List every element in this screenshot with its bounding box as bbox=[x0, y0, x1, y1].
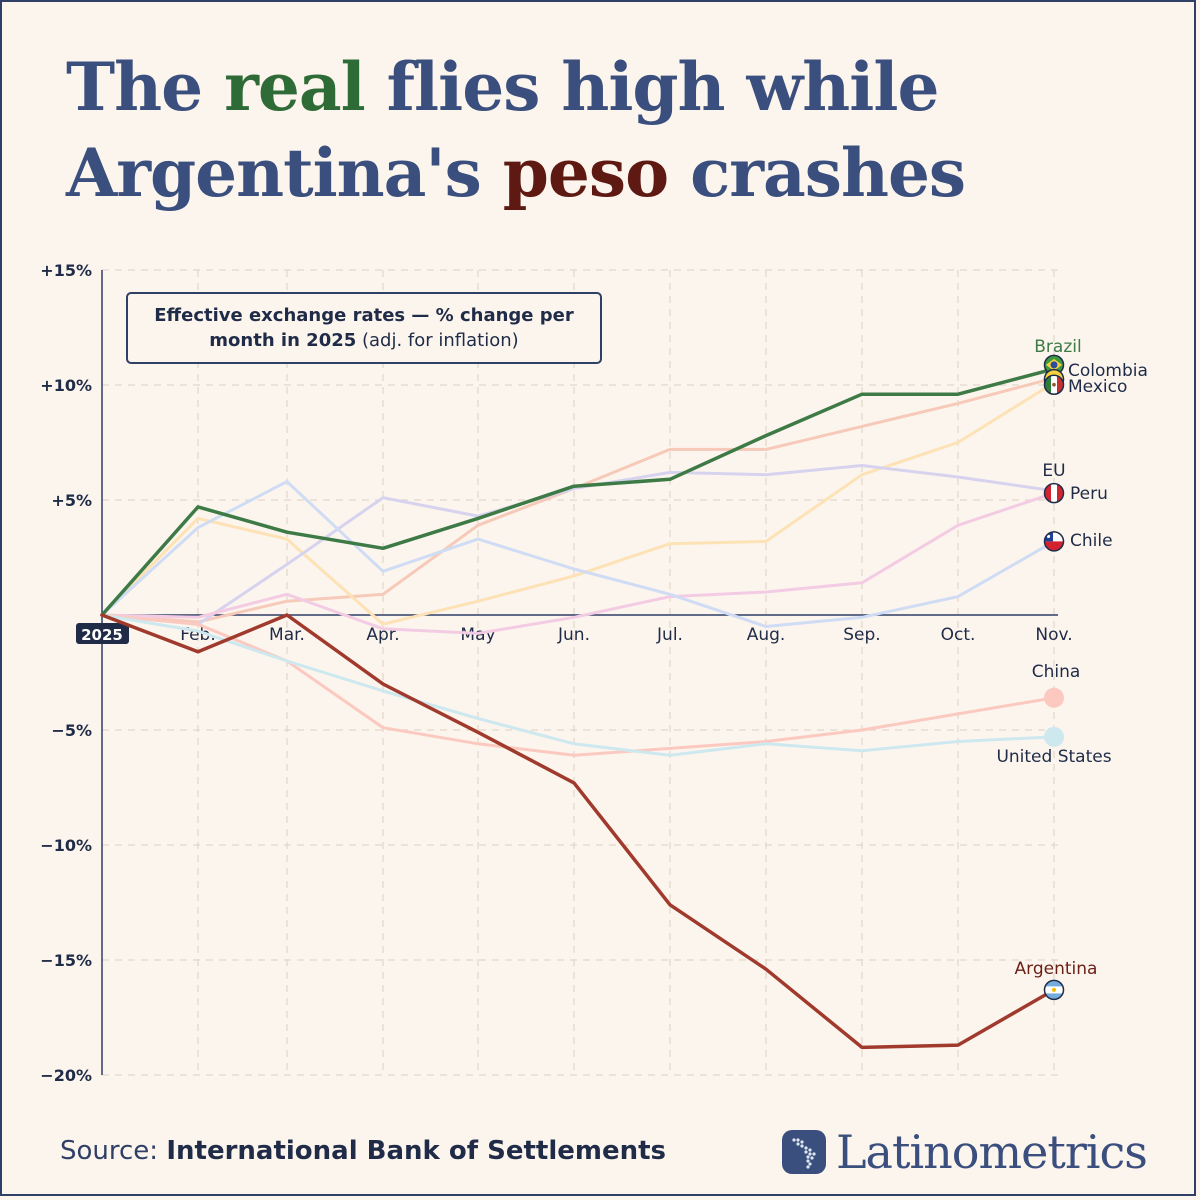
end-marker-united-states bbox=[1044, 726, 1064, 747]
series-line-peru bbox=[100, 491, 1056, 635]
legend-normal: (adj. for inflation) bbox=[356, 330, 519, 351]
x-tick-label: Oct. bbox=[941, 625, 976, 645]
title-part2: flies high while bbox=[364, 48, 940, 126]
series-line-argentina bbox=[100, 613, 1056, 1050]
x-tick-label: 2025 bbox=[81, 626, 123, 644]
marker-layer bbox=[1043, 354, 1065, 1001]
chart-subtitle-box: Effective exchange rates — % change per … bbox=[126, 292, 602, 364]
grid-layer bbox=[102, 269, 1058, 1076]
y-tick-label: −10% bbox=[40, 836, 92, 855]
chart-title: The real flies high while Argentina's pe… bbox=[66, 44, 966, 216]
x-tick-label: Jul. bbox=[656, 625, 683, 645]
title-part4: crashes bbox=[668, 134, 966, 212]
x-tick-label: Sep. bbox=[843, 625, 880, 645]
legend-bold-line1: Effective exchange rates — % change per bbox=[154, 305, 574, 326]
x-tick-label: Aug. bbox=[747, 625, 786, 645]
x-tick-label: Jun. bbox=[557, 625, 590, 645]
series-line-mexico bbox=[100, 381, 1056, 626]
series-line-chile bbox=[100, 480, 1056, 628]
title-highlight-peso: peso bbox=[502, 134, 669, 212]
label-mexico: Mexico bbox=[1068, 377, 1127, 397]
flag-icon-argentina bbox=[1043, 979, 1065, 1001]
y-tick-label: −5% bbox=[51, 721, 92, 740]
label-brazil: Brazil bbox=[1034, 337, 1081, 357]
flag-icon-brazil bbox=[1043, 354, 1065, 376]
flag-icon-peru bbox=[1043, 482, 1065, 504]
legend-bold-line2: month in 2025 bbox=[209, 330, 357, 351]
label-united-states: United States bbox=[996, 747, 1111, 767]
x-tick-badge bbox=[76, 623, 129, 644]
end-marker-china bbox=[1044, 687, 1064, 708]
title-part1: The bbox=[66, 48, 225, 126]
source-note: Source: International Bank of Settlement… bbox=[60, 1136, 666, 1166]
series-layer bbox=[100, 367, 1056, 1050]
latam-map-icon bbox=[782, 1130, 826, 1174]
brand-logo: Latinometrics bbox=[782, 1124, 1148, 1180]
x-tick-label: May bbox=[460, 625, 495, 645]
series-line-united-states bbox=[100, 613, 1056, 757]
y-tick-label: −20% bbox=[40, 1066, 92, 1085]
y-tick-label: −15% bbox=[40, 951, 92, 970]
label-argentina: Argentina bbox=[1015, 959, 1098, 979]
source-label: Source: bbox=[60, 1136, 167, 1166]
source-name: International Bank of Settlements bbox=[166, 1136, 667, 1166]
brand-name: Latinometrics bbox=[836, 1125, 1148, 1179]
label-china: China bbox=[1032, 662, 1081, 682]
series-line-china bbox=[100, 613, 1056, 757]
y-tick-label: +5% bbox=[51, 491, 92, 510]
label-eu: EU bbox=[1042, 461, 1065, 481]
flag-icon-chile bbox=[1043, 531, 1065, 552]
series-line-eu bbox=[100, 464, 1056, 626]
title-part3: Argentina's bbox=[66, 134, 503, 212]
label-colombia: Colombia bbox=[1068, 361, 1148, 381]
label-chile: Chile bbox=[1070, 531, 1113, 551]
x-tick-label: Nov. bbox=[1035, 625, 1072, 645]
flag-icon-mexico bbox=[1043, 374, 1065, 395]
y-tick-label: +15% bbox=[40, 261, 92, 280]
x-tick-label: Mar. bbox=[269, 625, 305, 645]
series-line-brazil bbox=[100, 367, 1056, 617]
label-peru: Peru bbox=[1070, 484, 1108, 504]
label-layer: Brazil Colombia Mexico EU Peru Chile Chi… bbox=[996, 337, 1147, 979]
y-tick-label: +10% bbox=[40, 376, 92, 395]
title-highlight-real: real bbox=[224, 48, 366, 126]
